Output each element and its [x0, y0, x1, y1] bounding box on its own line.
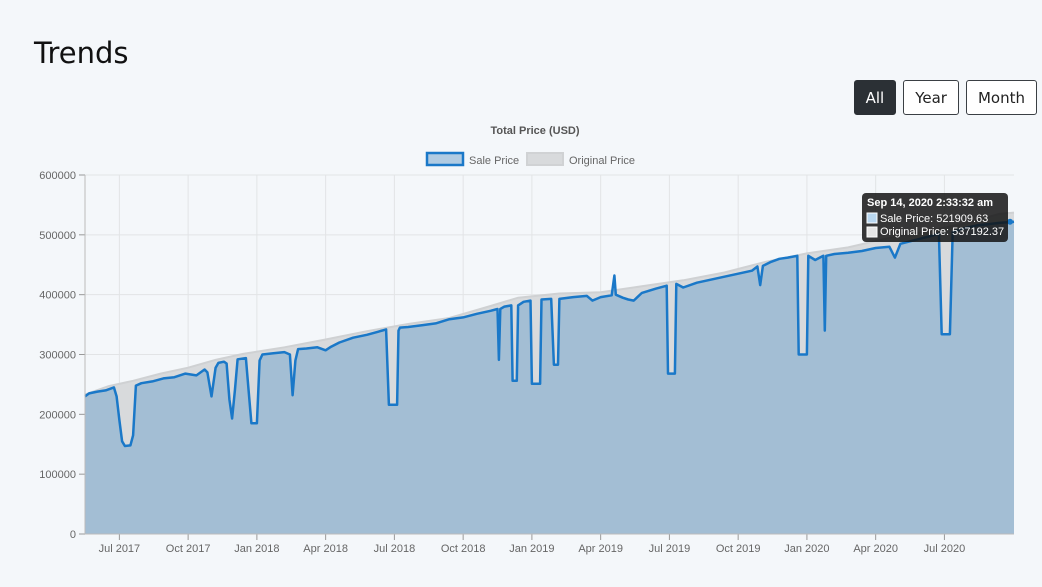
x-tick-label: Apr 2020: [853, 543, 898, 555]
y-tick-label: 400000: [39, 290, 76, 302]
range-selector: All Year Month: [853, 80, 1037, 115]
chart-title: Total Price (USD): [490, 125, 579, 137]
y-tick-label: 300000: [39, 350, 76, 362]
x-tick-label: Jul 2018: [374, 543, 416, 555]
x-tick-label: Jan 2020: [784, 543, 829, 555]
y-tick-label: 600000: [39, 170, 76, 182]
x-tick-label: Jul 2019: [649, 543, 691, 555]
legend-original-swatch[interactable]: [526, 152, 564, 166]
x-tick-label: Apr 2018: [303, 543, 348, 555]
range-year-button[interactable]: Year: [903, 80, 959, 115]
tooltip: Sep 14, 2020 2:33:32 am Sale Price: 5219…: [862, 193, 1008, 242]
y-tick-label: 200000: [39, 409, 76, 421]
y-tick-label: 500000: [39, 230, 76, 242]
legend-sale-swatch[interactable]: [425, 151, 465, 167]
y-tick-label: 100000: [39, 469, 76, 481]
hover-point[interactable]: [1007, 218, 1013, 225]
legend-original-label[interactable]: Original Price: [569, 155, 635, 167]
tooltip-sale-value: Sale Price: 521909.63: [880, 213, 988, 225]
tooltip-title: Sep 14, 2020 2:33:32 am: [867, 197, 993, 209]
x-tick-label: Apr 2019: [578, 543, 623, 555]
axes: 0 100000 200000 300000 400000 500000 600000 Jul…: [39, 170, 1014, 555]
x-tick-label: Jul 2017: [99, 543, 141, 555]
tooltip-sale-swatch: [866, 212, 878, 224]
sale-price-area: [85, 221, 1014, 534]
page-title: Trends: [34, 36, 129, 70]
plot-area: [84, 211, 1015, 534]
tooltip-original-value: Original Price: 537192.37: [880, 226, 1004, 238]
tooltip-original-swatch: [866, 226, 878, 238]
x-tick-label: Oct 2018: [441, 543, 486, 555]
y-tick-label: 0: [70, 529, 76, 541]
legend: Sale Price Original Price: [425, 151, 635, 167]
tooltip-box: [862, 193, 1008, 242]
x-tick-label: Jul 2020: [924, 543, 966, 555]
x-tick-label: Oct 2019: [716, 543, 761, 555]
legend-sale-label[interactable]: Sale Price: [469, 155, 519, 167]
range-all-button[interactable]: All: [853, 80, 897, 115]
sale-price-line: [84, 220, 1015, 448]
x-tick-label: Jan 2018: [234, 543, 279, 555]
x-tick-label: Jan 2019: [509, 543, 554, 555]
range-month-button[interactable]: Month: [965, 80, 1037, 115]
x-tick-label: Oct 2017: [166, 543, 211, 555]
